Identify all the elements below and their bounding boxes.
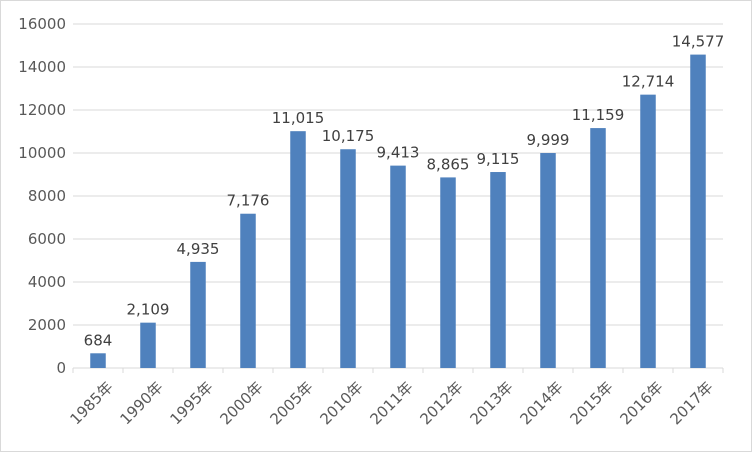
x-tick-label: 2017年 [666,378,716,428]
x-tick-label: 2011年 [366,378,416,428]
bar [290,131,306,368]
y-tick-label: 0 [56,359,66,377]
bar [90,353,106,368]
x-tick-label: 2016年 [616,378,666,428]
data-label: 10,175 [322,127,375,145]
x-tick-label: 1985年 [66,378,116,428]
bar [590,128,606,368]
data-label: 11,015 [272,109,325,127]
x-tick-label: 2015年 [566,378,616,428]
bar [440,177,456,368]
data-label: 9,999 [527,131,570,149]
x-tick-label: 2013年 [466,378,516,428]
x-tick-label: 2010年 [316,378,366,428]
y-tick-label: 2000 [28,316,66,334]
data-label: 2,109 [127,301,170,319]
y-tick-label: 8000 [28,187,66,205]
data-label: 11,159 [572,106,625,124]
y-tick-label: 16000 [18,15,66,33]
bar [340,149,356,368]
bar [140,322,156,368]
x-tick-label: 1990年 [116,378,166,428]
y-tick-label: 14000 [18,58,66,76]
data-label: 9,413 [377,144,420,162]
bar [690,54,706,368]
data-label: 8,865 [427,155,470,173]
bar [240,213,256,368]
x-tick-label: 2005年 [266,378,316,428]
bar [490,172,506,368]
y-axis-ticks: 0 2000 4000 6000 8000 10000 12000 14000 16000 [18,15,66,377]
data-label: 4,935 [177,240,220,258]
x-tick-label: 2000年 [216,378,266,428]
data-label: 684 [84,331,113,349]
bar [540,153,556,368]
data-label: 12,714 [622,73,675,91]
bars [90,54,706,369]
x-tick-label: 1995年 [166,378,216,428]
data-label: 14,577 [672,33,725,51]
data-label: 7,176 [227,192,270,210]
bar [390,165,406,368]
y-tick-label: 6000 [28,230,66,248]
bar [190,261,206,368]
y-tick-label: 10000 [18,144,66,162]
y-tick-label: 4000 [28,273,66,291]
bar [640,94,656,369]
x-axis-ticks: 1985年 1990年 1995年 2000年 2005年 2010年 2011年 2012年… [66,378,716,428]
x-tick-label: 2014年 [516,378,566,428]
y-tick-label: 12000 [18,101,66,119]
data-label: 9,115 [477,150,520,168]
x-tick-label: 2012年 [416,378,466,428]
